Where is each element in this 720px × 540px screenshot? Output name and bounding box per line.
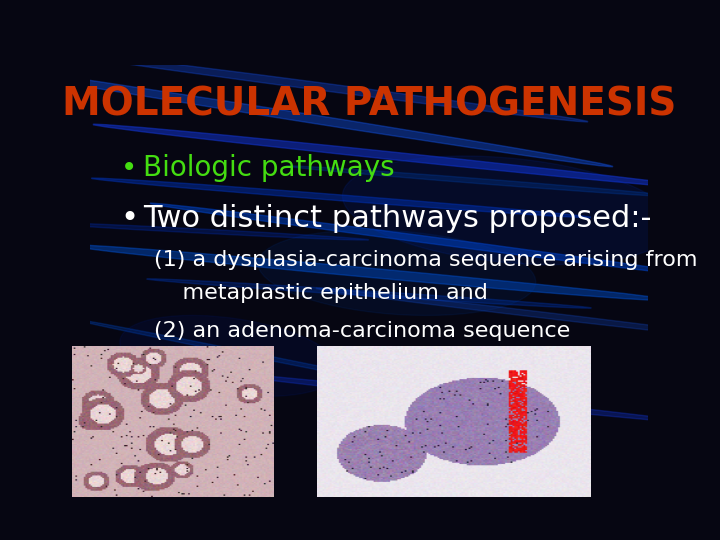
Ellipse shape bbox=[316, 288, 720, 340]
Text: •: • bbox=[121, 154, 137, 182]
Ellipse shape bbox=[0, 63, 613, 167]
Ellipse shape bbox=[91, 178, 591, 218]
Text: (2) an adenoma-carcinoma sequence: (2) an adenoma-carcinoma sequence bbox=[154, 321, 570, 341]
Ellipse shape bbox=[64, 245, 674, 301]
Ellipse shape bbox=[93, 124, 701, 188]
Ellipse shape bbox=[38, 49, 588, 122]
Text: •: • bbox=[121, 204, 139, 233]
Text: metaplastic epithelium and: metaplastic epithelium and bbox=[154, 283, 488, 303]
Ellipse shape bbox=[204, 371, 701, 424]
Ellipse shape bbox=[343, 156, 675, 265]
Text: Two distinct pathways proposed:-: Two distinct pathways proposed:- bbox=[143, 204, 652, 233]
Ellipse shape bbox=[287, 166, 675, 197]
Text: Biologic pathways: Biologic pathways bbox=[143, 154, 395, 182]
Ellipse shape bbox=[258, 230, 536, 315]
Ellipse shape bbox=[147, 279, 591, 308]
Ellipse shape bbox=[68, 318, 446, 394]
Ellipse shape bbox=[150, 203, 700, 276]
Ellipse shape bbox=[35, 222, 369, 240]
Ellipse shape bbox=[120, 315, 339, 396]
Text: MOLECULAR PATHOGENESIS: MOLECULAR PATHOGENESIS bbox=[62, 85, 676, 124]
Text: (1) a dysplasia-carcinoma sequence arising from: (1) a dysplasia-carcinoma sequence arisi… bbox=[154, 250, 698, 270]
